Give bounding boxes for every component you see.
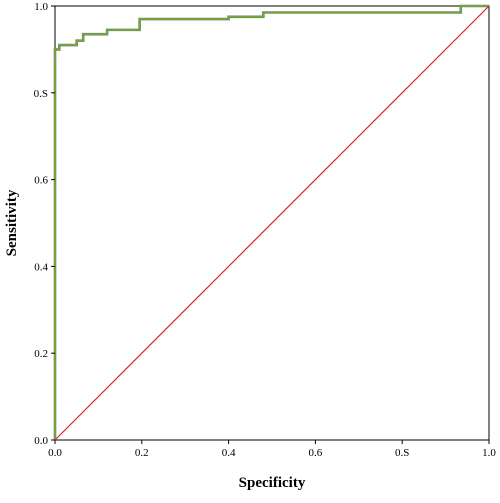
y-axis-title: Sensitivity: [4, 189, 20, 256]
x-tick-label: 0.4: [222, 447, 236, 459]
x-tick-label: 0.2: [135, 447, 149, 459]
y-tick-label: 0.6: [34, 175, 48, 187]
y-tick-label: 0.0: [34, 435, 48, 447]
roc-curve: [54, 5, 489, 440]
x-tick-label: 1.0: [482, 447, 496, 459]
y-tick-label: 0.S: [34, 88, 48, 100]
y-tick-label: 1.0: [34, 1, 48, 13]
y-tick-label: 0.2: [34, 348, 48, 360]
reference-line: [54, 5, 490, 441]
tick-layer: 0.0 0.2 0.4 0.6 0.S 1.0 0.0 0.2 0.4 0.6 0.S 1.0: [34, 1, 497, 459]
x-tick-label: 0.6: [309, 447, 323, 459]
x-tick-label: 0.S: [395, 447, 409, 459]
x-axis-title: Specificity: [239, 475, 306, 491]
x-tick-label: 0.0: [48, 447, 62, 459]
y-tick-label: 0.4: [34, 261, 48, 273]
plot-layer: [53, 4, 490, 441]
